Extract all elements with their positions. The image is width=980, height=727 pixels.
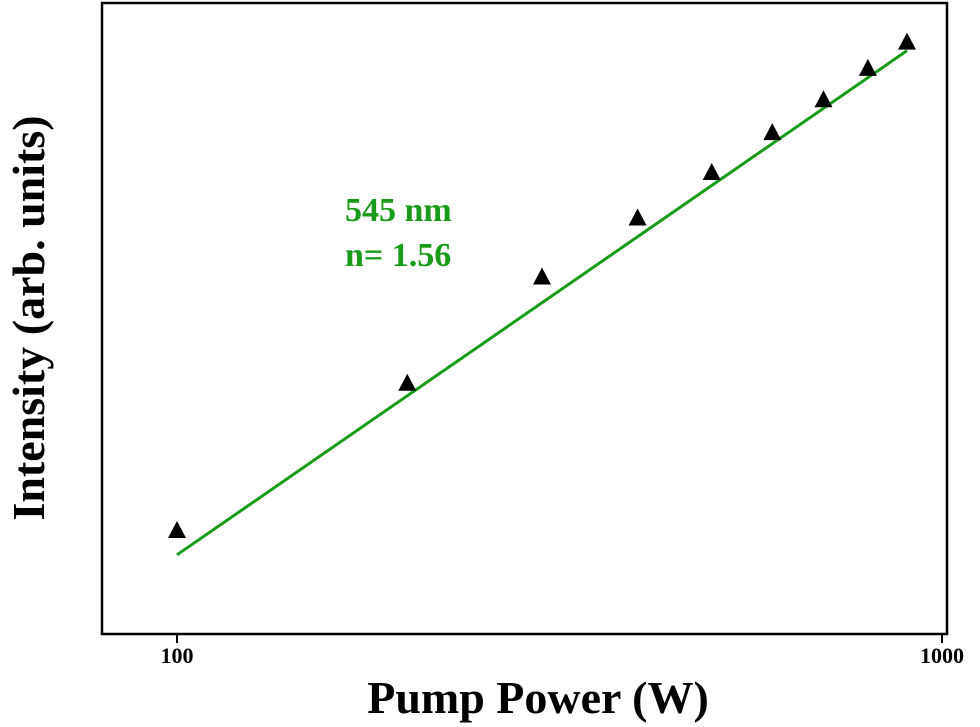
fit-line <box>176 49 908 557</box>
data-points <box>168 32 916 538</box>
annotation-slope: n= 1.56 <box>345 237 451 274</box>
y-axis-title: Intensity (arb. units) <box>3 115 54 520</box>
data-point-triangle <box>532 267 551 285</box>
data-point-triangle <box>814 90 833 108</box>
data-point-triangle <box>897 32 916 50</box>
plot-frame <box>100 1 949 636</box>
data-point-triangle <box>398 373 417 391</box>
x-ticks: 100 1000 <box>161 634 964 668</box>
x-axis-title: Pump Power (W) <box>367 672 709 723</box>
x-tick-label: 1000 <box>920 643 964 668</box>
data-point-triangle <box>168 521 186 538</box>
fit-layer <box>176 49 908 557</box>
data-point-triangle <box>763 123 782 141</box>
data-point-triangle <box>858 58 877 76</box>
annotation-wavelength: 545 nm <box>345 192 452 229</box>
data-point-triangle <box>628 208 647 226</box>
x-tick-label: 100 <box>161 643 194 668</box>
data-point-triangle <box>702 163 721 181</box>
